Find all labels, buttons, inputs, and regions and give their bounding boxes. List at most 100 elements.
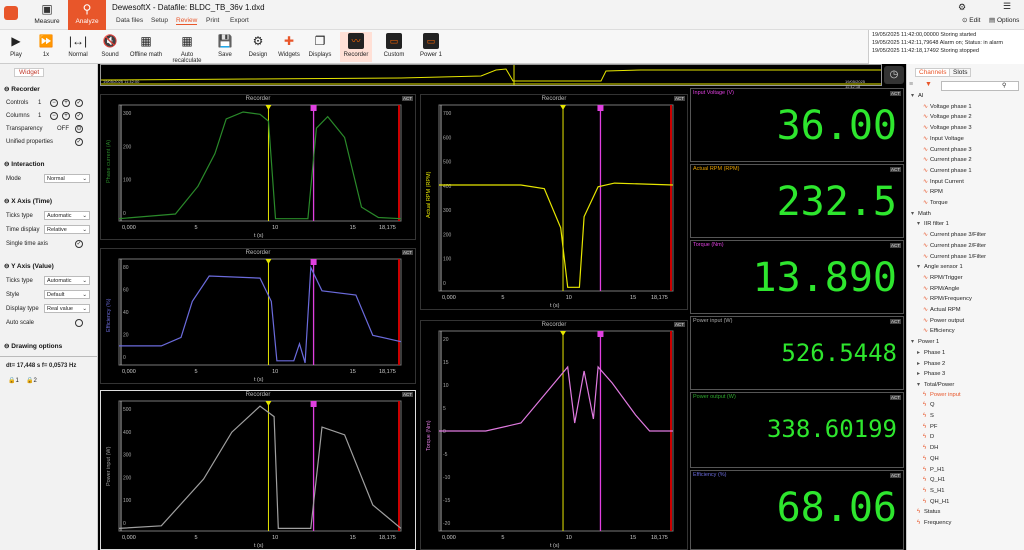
options-button[interactable]: ▤ Options (989, 16, 1019, 24)
y-axis-section[interactable]: ⊖ Y Axis (Value) (4, 262, 54, 270)
unified-properties-checkbox[interactable]: ✓ (75, 138, 83, 146)
channel-item[interactable]: ϟ QH_H1 (923, 499, 949, 505)
plot-phase-current[interactable]: Recorder ACT 300 200 100 0 0,000 5 10 15 18,175 t (… (100, 94, 416, 240)
channel-item[interactable]: ∿ Power output (923, 317, 964, 324)
channel-item[interactable]: ∿ Current phase 1 (923, 167, 972, 174)
drawing-options-section[interactable]: ⊖ Drawing options (4, 342, 62, 350)
channel-item[interactable]: ▾ Math (911, 210, 931, 217)
channel-item[interactable]: ∿ RPM/Frequency (923, 295, 972, 302)
slots-tab[interactable]: Slots (949, 68, 972, 77)
single-time-axis-checkbox[interactable]: ✓ (75, 240, 83, 248)
sound-button[interactable]: 🔇 Sound (98, 32, 122, 62)
tab-setup[interactable]: Setup (151, 17, 168, 24)
widget-tab[interactable]: Widget (14, 68, 45, 77)
play-button[interactable]: ▶ Play (4, 32, 28, 62)
power-display-button[interactable]: ▭ Power 1 (416, 32, 446, 62)
channel-item[interactable]: ∿ Voltage phase 3 (923, 124, 972, 131)
mode-select[interactable]: Normal ⌄ (44, 174, 90, 183)
transparency-value[interactable]: OFF (57, 126, 69, 132)
offline-math-button[interactable]: ▦ Offline math (128, 32, 164, 62)
transparency-toggle[interactable]: ⊙ (75, 125, 83, 133)
cursor-1-handle[interactable] (560, 105, 567, 110)
channel-item[interactable]: ϟ QH (923, 456, 939, 462)
channel-item[interactable]: ∿ Current phase 3/Filter (923, 231, 986, 238)
style-select[interactable]: Default ⌄ (44, 290, 90, 299)
cursor-1-handle[interactable] (265, 259, 272, 264)
design-button[interactable]: ⚙ Design (246, 32, 270, 62)
channel-item[interactable]: ▸ Phase 1 (917, 349, 945, 356)
plot-efficiency[interactable]: Recorder ACT 80 60 40 20 0 0,000 5 10 15 18,175 t (s… (100, 248, 416, 384)
cursor-lock-1[interactable]: 🔒1 (8, 377, 19, 384)
speed-button[interactable]: ⏩ 1x (34, 32, 58, 62)
x-ticks-type-select[interactable]: Automatic ⌄ (44, 211, 90, 220)
columns-increment-button[interactable]: + (62, 112, 70, 120)
clock-history-icon[interactable]: ◷ (884, 66, 904, 84)
analyze-button[interactable]: ⚲ Analyze (68, 0, 106, 30)
power-input-meter[interactable]: Power input (W) ACT 526.5448 (690, 316, 904, 390)
columns-decrement-button[interactable]: − (50, 112, 58, 120)
channel-item[interactable]: ∿ RPM/Angle (923, 285, 959, 292)
channels-tab[interactable]: Channels (915, 68, 951, 77)
controls-increment-button[interactable]: + (62, 99, 70, 107)
channel-item[interactable]: ∿ Voltage phase 1 (923, 103, 972, 110)
channel-item[interactable]: ∿ Current phase 1/Filter (923, 253, 986, 260)
cursor-1-handle[interactable] (265, 105, 272, 110)
actual-rpm-meter[interactable]: Actual RPM (RPM) ACT 232.5 (690, 164, 904, 238)
tab-review[interactable]: Review (176, 17, 198, 25)
display-type-select[interactable]: Real value ⌄ (44, 304, 90, 313)
channel-item[interactable]: ∿ Input Current (923, 178, 964, 185)
channel-item[interactable]: ϟ Power input (923, 392, 961, 398)
channel-item[interactable]: ▾ Power 1 (911, 338, 939, 345)
cursor-lock-2[interactable]: 🔒2 (26, 377, 37, 384)
controls-decrement-button[interactable]: − (50, 99, 58, 107)
cursor-1-handle[interactable] (265, 401, 272, 406)
channel-item[interactable]: ▾ Total/Power (917, 381, 954, 388)
x-axis-section[interactable]: ⊖ X Axis (Time) (4, 197, 52, 205)
cursor-2-handle[interactable] (310, 259, 317, 265)
channel-item[interactable]: ∿ Voltage phase 2 (923, 113, 972, 120)
channel-item[interactable]: ϟ S_H1 (923, 488, 945, 494)
normal-button[interactable]: |↔| Normal (62, 32, 94, 62)
channel-item[interactable]: ∿ Current phase 2/Filter (923, 242, 986, 249)
channel-item[interactable]: ϟ Status (917, 509, 940, 515)
interaction-section[interactable]: ⊖ Interaction (4, 160, 45, 168)
filter-icon[interactable]: ▼ (925, 81, 932, 88)
settings-gear-icon[interactable]: ⚙ (958, 2, 967, 12)
hamburger-menu-icon[interactable]: ☰ (1003, 1, 1012, 11)
columns-apply-button[interactable]: ✓ (75, 112, 83, 120)
controls-apply-button[interactable]: ✓ (75, 99, 83, 107)
plot-torque[interactable]: Recorder ACT 20 15 10 5 0 -5 -10 -15 -20 0,000 5 10 15… (420, 320, 688, 550)
plot-power-input[interactable]: Recorder ACT 500 400 300 200 100 0 0,000 5 10 15 18,… (100, 390, 416, 550)
custom-button[interactable]: ▭ Custom (380, 32, 408, 62)
channel-search-input[interactable]: ⚲ (941, 81, 1019, 91)
recorder-section[interactable]: ⊖ Recorder (4, 85, 40, 93)
channel-item[interactable]: ▾ IIR filter 1 (917, 220, 949, 227)
power-output-meter[interactable]: Power output (W) ACT 338.60199 (690, 392, 904, 468)
widgets-button[interactable]: ✚ Widgets (276, 32, 302, 62)
cursor-1-handle[interactable] (560, 331, 567, 336)
channel-item[interactable]: ∿ RPM/Trigger (923, 274, 963, 281)
channel-item[interactable]: ▸ Phase 2 (917, 360, 945, 367)
channel-item[interactable]: ϟ PF (923, 424, 937, 430)
channel-item[interactable]: ϟ DH (923, 445, 938, 451)
save-button[interactable]: 💾 Save (214, 32, 236, 62)
channel-item[interactable]: ∿ Actual RPM (923, 306, 961, 313)
cursor-2-handle[interactable] (597, 331, 604, 337)
cursor-2-handle[interactable] (597, 105, 604, 111)
channel-item[interactable]: ▸ Phase 3 (917, 370, 945, 377)
expand-all-icon[interactable]: ≡ (909, 81, 914, 88)
channel-item[interactable]: ▾ AI (911, 92, 923, 99)
channel-item[interactable]: ∿ Efficiency (923, 327, 955, 334)
channel-item[interactable]: ∿ Torque (923, 199, 948, 206)
time-display-select[interactable]: Relative ⌄ (44, 225, 90, 234)
torque-meter[interactable]: Torque (Nm) ACT 13.890 (690, 240, 904, 314)
plot-actual-rpm[interactable]: Recorder ACT 700 600 500 400 300 200 100 0 0,000 5 1… (420, 94, 688, 310)
channel-item[interactable]: ∿ RPM (923, 188, 943, 195)
efficiency-meter[interactable]: Efficiency (%) ACT 68.06 (690, 470, 904, 550)
tab-print[interactable]: Print (206, 17, 220, 24)
channel-item[interactable]: ϟ Q_H1 (923, 477, 945, 483)
recorder-button[interactable]: 〰 Recorder (340, 32, 372, 62)
